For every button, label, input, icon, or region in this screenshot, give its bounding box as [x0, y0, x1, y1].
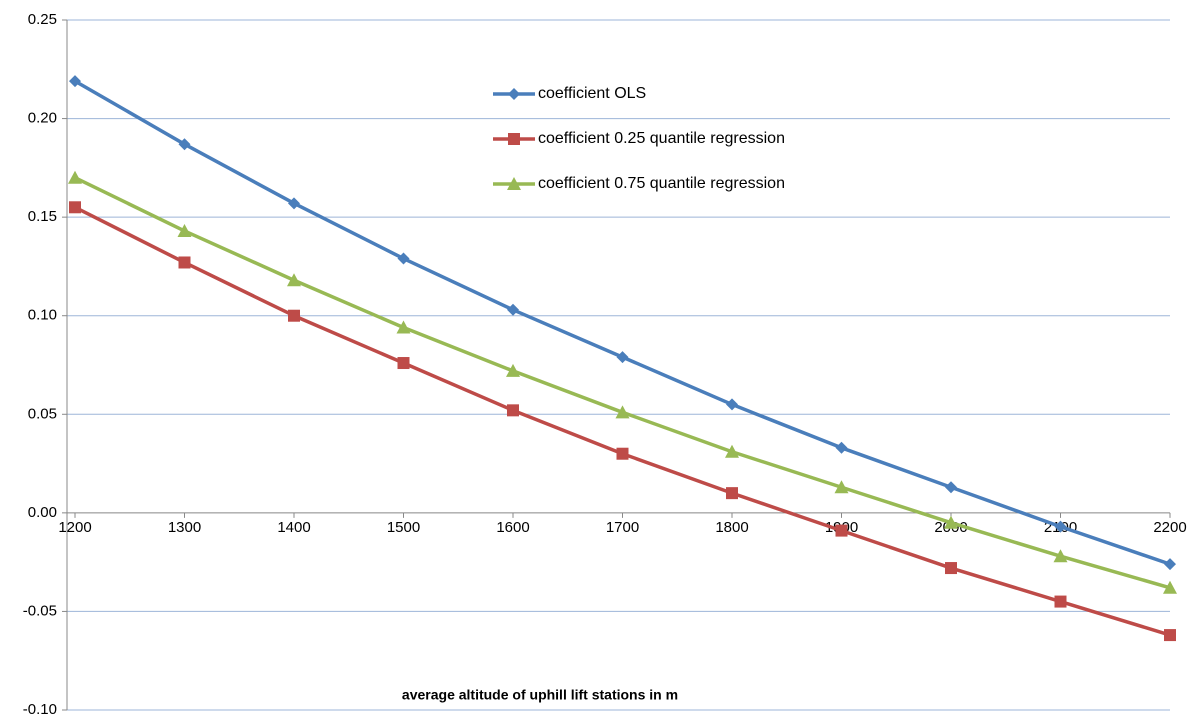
x-tick-label: 2200	[1153, 519, 1186, 536]
data-point	[506, 363, 520, 377]
y-tick-label: 0.25	[28, 11, 57, 28]
x-tick-label: 1700	[606, 519, 639, 536]
data-point	[69, 201, 81, 214]
y-tick-label: -0.10	[23, 701, 57, 718]
data-point	[615, 405, 630, 419]
data-point	[1054, 520, 1067, 533]
data-point	[945, 481, 957, 494]
data-point	[1053, 549, 1068, 563]
data-point	[1164, 558, 1176, 571]
data-point	[288, 197, 300, 210]
data-point	[507, 303, 519, 316]
y-tick-label: -0.05	[23, 602, 57, 619]
series-line	[74, 205, 1171, 637]
y-tick-label: 0.20	[28, 110, 57, 127]
data-point	[725, 444, 739, 458]
data-point	[726, 398, 738, 411]
data-point	[616, 351, 629, 364]
data-point	[288, 309, 300, 322]
data-point	[1054, 595, 1067, 608]
data-point	[397, 357, 410, 370]
x-tick-label: 1500	[387, 519, 420, 536]
data-point	[944, 515, 958, 529]
data-point	[178, 138, 191, 151]
data-point	[68, 170, 82, 184]
data-point	[287, 273, 301, 287]
y-tick-label: 0.15	[28, 208, 57, 225]
legend-label: coefficient OLS	[538, 85, 646, 102]
data-point	[1163, 580, 1177, 594]
y-tick-label: 0.10	[28, 307, 57, 324]
data-point	[177, 223, 192, 237]
legend-marker	[508, 88, 520, 100]
series-line	[74, 79, 1171, 566]
x-tick-label: 1400	[277, 519, 310, 536]
x-axis-label: average altitude of uphill lift stations…	[402, 687, 678, 703]
legend-label: coefficient 0.75 quantile regression	[538, 175, 785, 192]
data-point	[616, 447, 629, 460]
x-tick-label: 1600	[496, 519, 529, 536]
x-tick-label: 1300	[168, 519, 201, 536]
data-point	[835, 441, 848, 454]
data-point	[834, 480, 849, 494]
y-tick-label: 0.05	[28, 405, 57, 422]
x-tick-label: 1800	[715, 519, 748, 536]
data-point	[507, 404, 519, 417]
data-point	[396, 320, 411, 334]
data-point	[178, 256, 191, 269]
data-point	[69, 75, 81, 88]
legend-label: coefficient 0.25 quantile regression	[538, 130, 785, 147]
data-point	[945, 562, 957, 575]
data-point	[835, 524, 848, 537]
data-point	[726, 487, 738, 500]
x-tick-label: 1200	[58, 519, 91, 536]
legend-marker	[507, 177, 521, 190]
data-point	[1164, 629, 1176, 642]
data-point	[397, 252, 410, 265]
y-tick-label: 0.00	[28, 504, 57, 521]
legend-marker	[508, 133, 520, 145]
